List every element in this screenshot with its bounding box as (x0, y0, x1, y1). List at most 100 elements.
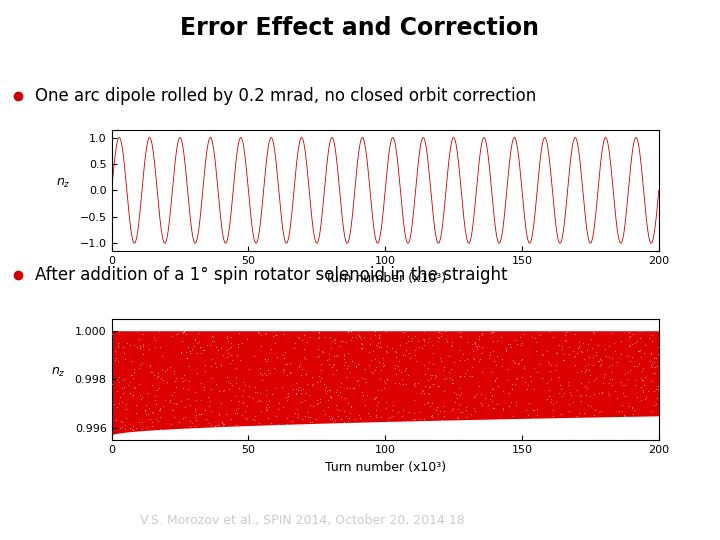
Point (523, 399, 534, 408)
Point (373, 331, 384, 340)
Point (600, 352, 612, 361)
Point (454, 332, 466, 341)
Point (339, 394, 351, 403)
Point (109, 347, 120, 355)
Point (194, 342, 205, 351)
Point (284, 367, 295, 376)
Point (335, 337, 346, 346)
Point (249, 416, 261, 424)
Point (230, 392, 242, 400)
Point (502, 365, 513, 374)
Point (307, 402, 318, 410)
Point (582, 401, 594, 409)
Point (204, 397, 215, 406)
Point (621, 368, 633, 376)
Point (575, 367, 586, 375)
Point (367, 368, 379, 377)
Point (521, 384, 533, 393)
Point (186, 345, 198, 354)
Point (248, 352, 260, 360)
Point (635, 327, 647, 336)
Point (335, 341, 346, 350)
Point (637, 386, 649, 394)
Point (119, 382, 130, 391)
Point (489, 376, 500, 385)
Point (435, 357, 446, 366)
Point (562, 377, 574, 386)
Point (178, 414, 189, 423)
Point (191, 410, 202, 419)
Point (477, 329, 488, 338)
Point (582, 340, 594, 348)
Point (222, 349, 233, 357)
Point (346, 356, 358, 365)
Point (617, 388, 629, 397)
Point (531, 368, 543, 376)
Point (326, 414, 338, 423)
Point (543, 386, 554, 395)
Point (590, 351, 601, 360)
Point (281, 393, 292, 401)
Point (338, 349, 349, 358)
Point (150, 415, 162, 423)
Point (338, 407, 350, 415)
Point (558, 350, 570, 359)
Point (112, 339, 124, 347)
Point (239, 407, 251, 415)
Point (417, 343, 428, 352)
Point (652, 362, 663, 370)
Point (207, 333, 219, 342)
Point (262, 354, 274, 363)
Point (148, 370, 160, 379)
Point (241, 402, 253, 410)
Point (111, 374, 122, 383)
Point (324, 332, 336, 341)
Point (225, 333, 237, 341)
Point (426, 412, 437, 421)
Point (282, 392, 293, 401)
Point (653, 342, 665, 351)
Point (556, 342, 567, 350)
Point (133, 363, 145, 372)
Point (133, 417, 145, 426)
Point (643, 334, 654, 342)
Point (395, 367, 407, 376)
Point (284, 359, 295, 367)
Point (419, 415, 431, 424)
Point (587, 361, 598, 369)
Point (590, 373, 602, 382)
Point (583, 366, 595, 375)
Point (253, 396, 265, 404)
Point (483, 354, 495, 363)
Point (300, 412, 311, 421)
Point (649, 362, 661, 371)
Point (293, 334, 305, 343)
Point (127, 425, 139, 434)
Point (446, 341, 458, 349)
Point (274, 399, 285, 407)
Point (409, 381, 420, 390)
Point (487, 403, 498, 412)
Point (233, 342, 244, 351)
Point (294, 397, 305, 406)
Point (603, 379, 615, 387)
Point (359, 401, 371, 409)
Point (370, 411, 382, 420)
Point (408, 380, 420, 389)
Point (299, 345, 310, 354)
Point (534, 360, 545, 368)
Point (233, 397, 245, 406)
Point (626, 340, 638, 348)
Point (458, 372, 469, 380)
Point (353, 332, 364, 340)
Point (380, 398, 392, 407)
Point (209, 359, 220, 368)
Point (120, 404, 132, 413)
Point (250, 382, 261, 391)
Point (638, 381, 649, 390)
Point (296, 415, 307, 423)
Point (131, 343, 143, 352)
Point (146, 417, 158, 426)
Point (365, 356, 377, 364)
Point (344, 408, 356, 417)
